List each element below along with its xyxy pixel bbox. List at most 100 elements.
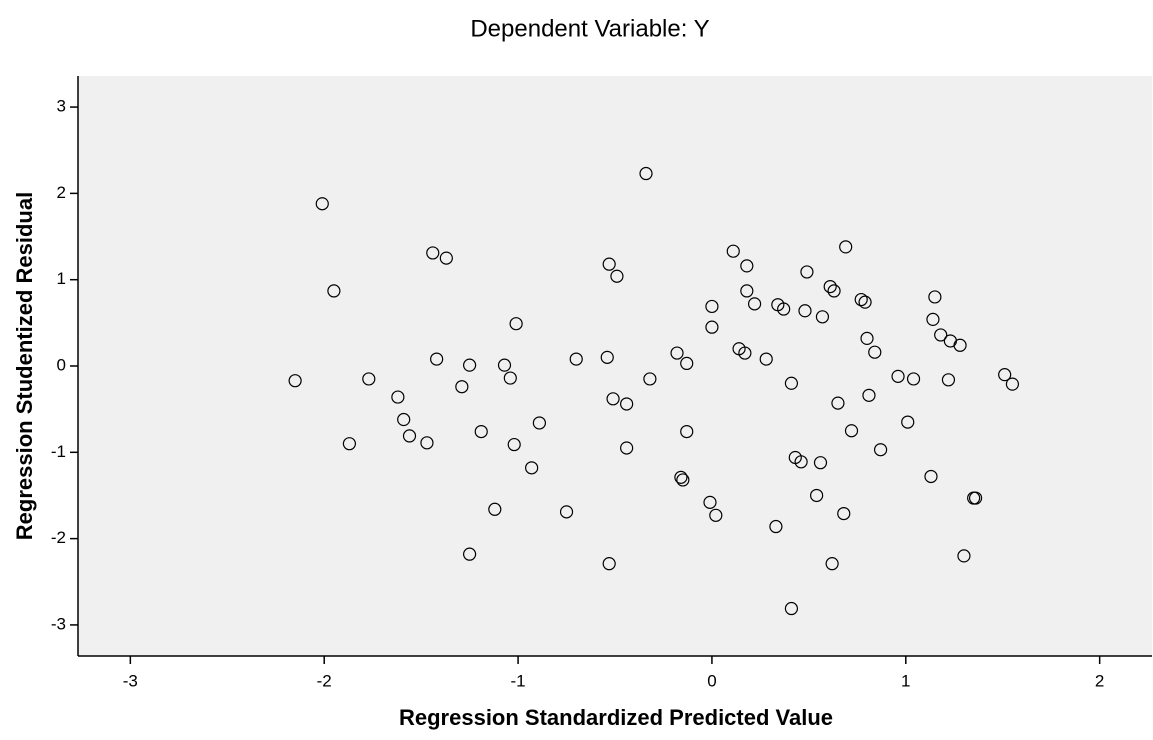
plot-area xyxy=(78,76,1152,656)
point xyxy=(503,371,517,385)
point xyxy=(705,320,719,334)
point xyxy=(463,358,477,372)
point xyxy=(610,269,624,283)
point xyxy=(488,502,502,516)
point xyxy=(747,297,762,311)
point xyxy=(402,429,417,443)
y-axis-label: Regression Studentized Residual xyxy=(12,192,37,540)
point xyxy=(362,372,376,386)
point xyxy=(602,257,616,271)
point xyxy=(569,352,583,366)
point xyxy=(532,416,546,430)
point xyxy=(426,246,440,260)
point xyxy=(740,284,754,298)
point xyxy=(703,495,717,509)
point xyxy=(463,547,477,561)
point xyxy=(825,557,839,571)
point xyxy=(839,240,853,254)
point xyxy=(620,397,634,411)
point xyxy=(815,310,830,324)
point xyxy=(798,304,812,318)
y-tick-label: 2 xyxy=(57,183,66,202)
point xyxy=(497,358,512,372)
point xyxy=(784,601,799,616)
point xyxy=(858,295,872,309)
y-tick-label: -1 xyxy=(51,442,66,461)
point xyxy=(474,424,488,439)
point xyxy=(507,437,521,452)
point xyxy=(968,491,983,505)
point xyxy=(827,284,841,298)
point xyxy=(831,396,845,410)
point xyxy=(860,331,874,345)
point xyxy=(705,299,719,314)
chart-title: Dependent Variable: Y xyxy=(470,15,709,42)
point xyxy=(738,346,752,360)
point xyxy=(726,244,740,258)
x-tick-label: 0 xyxy=(707,671,716,690)
point xyxy=(606,392,620,406)
point xyxy=(862,388,876,402)
point xyxy=(800,265,814,279)
point xyxy=(777,302,791,316)
point xyxy=(794,455,808,469)
y-tick-label: -3 xyxy=(51,614,66,633)
point xyxy=(740,259,754,273)
point xyxy=(901,415,915,429)
point xyxy=(891,369,905,383)
point xyxy=(784,376,799,390)
point xyxy=(315,197,329,211)
y-tick-label: 3 xyxy=(57,97,66,116)
point xyxy=(759,352,773,366)
point xyxy=(600,350,614,364)
point xyxy=(674,470,688,484)
point xyxy=(854,292,868,307)
point xyxy=(455,380,469,394)
y-tick-label: 1 xyxy=(57,269,66,288)
point xyxy=(953,338,967,352)
point xyxy=(810,488,824,503)
point xyxy=(620,441,634,455)
x-tick-label: -1 xyxy=(511,671,526,690)
point xyxy=(844,424,859,438)
point xyxy=(813,456,828,470)
point xyxy=(924,469,938,484)
point xyxy=(643,372,657,386)
point xyxy=(397,412,411,427)
point xyxy=(525,461,539,475)
x-axis-label: Regression Standardized Predicted Value xyxy=(399,705,833,730)
point xyxy=(837,506,851,521)
point xyxy=(639,166,653,181)
point xyxy=(680,356,694,371)
point xyxy=(823,279,837,294)
point xyxy=(680,424,694,439)
x-tick-label: -2 xyxy=(317,671,332,690)
point xyxy=(873,443,888,457)
point xyxy=(391,390,405,404)
point xyxy=(998,368,1012,382)
point xyxy=(709,508,723,522)
point xyxy=(957,549,971,563)
y-tick-label: 0 xyxy=(57,355,66,374)
point xyxy=(676,473,690,487)
point xyxy=(926,312,940,326)
point xyxy=(769,519,783,534)
point xyxy=(906,372,921,386)
point xyxy=(868,345,882,359)
y-tick-label: -2 xyxy=(51,528,66,547)
x-tick-label: -3 xyxy=(123,671,138,690)
point xyxy=(1005,377,1020,391)
point xyxy=(288,374,302,388)
point xyxy=(327,284,341,298)
point xyxy=(670,346,684,360)
point xyxy=(559,505,574,519)
point xyxy=(342,437,357,451)
x-tick-label: 1 xyxy=(901,671,910,690)
point xyxy=(602,557,616,571)
point xyxy=(439,251,453,265)
x-tick-label: 2 xyxy=(1095,671,1104,690)
point xyxy=(509,317,523,331)
point xyxy=(941,373,956,387)
point xyxy=(928,290,942,304)
